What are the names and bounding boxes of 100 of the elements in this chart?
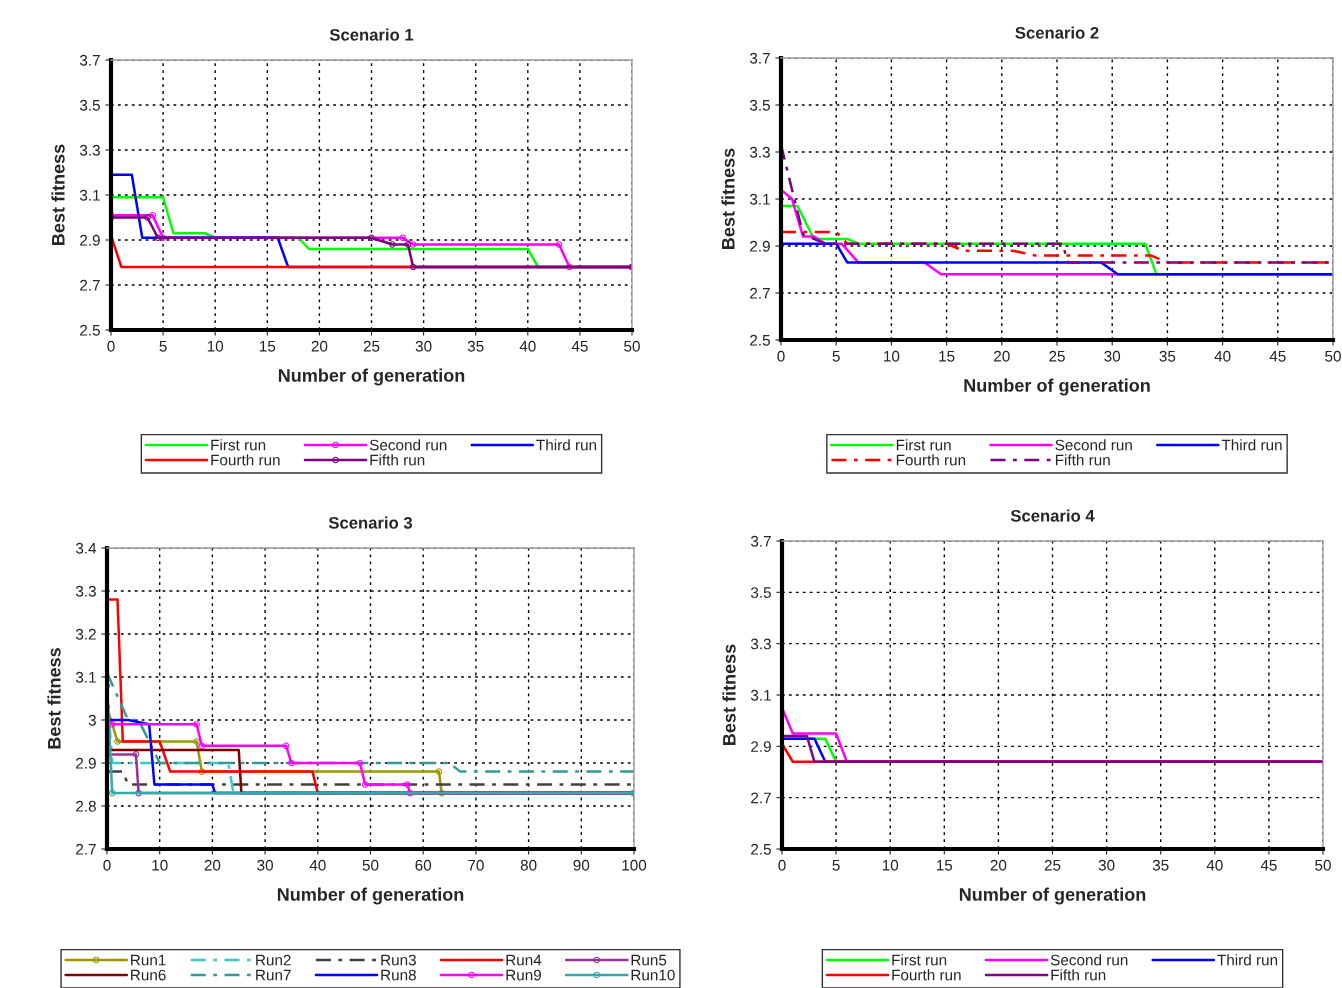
x-tick-label: 45 [1260,859,1277,871]
y-tick-label: 3.7 [750,535,771,547]
x-tick-label: 10 [207,340,224,352]
x-axis-title: Number of generation [959,887,1146,905]
x-tick-label: 15 [936,859,953,871]
y-tick-label: 2.7 [80,279,100,291]
y-tick-label: 2.7 [750,287,770,299]
x-tick-label: 10 [152,859,168,871]
x-tick-label: 60 [415,859,432,871]
x-tick-label: 20 [311,340,328,352]
y-axis-title: Best fitness [722,644,736,745]
y-tick-label: 2.9 [751,741,771,753]
y-tick-label: 2.9 [80,234,100,246]
y-axis-title: Best fitness [47,648,61,749]
x-tick-label: 5 [832,350,840,362]
y-tick-label: 3.1 [750,689,771,701]
x-tick-label: 50 [1325,350,1341,362]
x-tick-label: 15 [259,340,276,352]
x-tick-label: 50 [1315,859,1331,871]
legend-label: Third run [1217,954,1278,966]
y-tick-label: 3.3 [750,638,771,650]
x-tick-label: 20 [994,350,1010,362]
y-axis-title: Best fitness [51,144,65,245]
chart-title: Scenario 2 [1015,26,1099,39]
legend-label: Fourth run [892,969,961,981]
x-tick-label: 30 [257,859,273,871]
legend-label: Fifth run [370,454,425,466]
x-tick-label: 35 [1152,859,1169,871]
x-tick-label: 100 [622,859,647,871]
x-tick-label: 45 [1269,350,1286,362]
y-tick-label: 3.5 [79,99,100,111]
y-tick-label: 2.8 [76,800,96,812]
legend-label: First run [896,439,951,451]
legend-label: Fourth run [211,454,280,466]
legend-label: Run6 [131,969,166,981]
x-tick-label: 10 [884,350,900,362]
y-tick-label: 2.7 [751,792,771,804]
y-tick-label: 3.5 [749,99,770,111]
x-tick-label: 50 [362,859,379,871]
y-tick-label: 2.5 [80,324,100,336]
x-tick-label: 90 [573,859,590,871]
x-tick-label: 40 [309,859,326,871]
x-tick-label: 35 [467,340,484,352]
legend-label: Run5 [631,954,667,966]
x-tick-label: 35 [1159,350,1176,362]
chart-title: Scenario 4 [1010,509,1095,522]
legend-label: Fifth run [1055,454,1110,466]
x-tick-label: 30 [1104,350,1121,362]
x-axis-title: Number of generation [277,887,464,905]
x-tick-label: 40 [519,340,536,352]
legend-label: First run [892,954,947,966]
y-tick-label: 3.1 [79,189,100,201]
y-tick-label: 3.7 [749,52,770,64]
legend-label: Run4 [506,954,542,966]
legend-label: First run [211,439,266,451]
x-tick-label: 0 [777,350,785,362]
legend-label: Second run [1050,954,1128,966]
x-axis-title: Number of generation [964,378,1150,396]
x-tick-label: 5 [832,859,840,871]
y-tick-label: 3.4 [75,542,97,554]
y-tick-label: 3.1 [75,671,96,683]
legend-label: Run9 [506,969,542,981]
x-tick-label: 45 [571,340,588,352]
y-tick-label: 3.5 [750,587,771,599]
x-tick-label: 30 [415,340,432,352]
x-tick-label: 20 [990,859,1007,871]
y-tick-label: 3.1 [749,193,770,205]
x-tick-label: 10 [882,859,899,871]
x-axis-title: Number of generation [278,368,465,386]
chart-title: Scenario 1 [329,28,414,41]
x-tick-label: 70 [468,859,484,871]
x-tick-label: 5 [159,340,167,352]
legend-label: Fifth run [1051,969,1106,981]
y-tick-label: 3.3 [75,585,96,597]
y-tick-label: 3 [88,714,96,726]
legend-label: Run8 [381,969,416,981]
x-tick-label: 40 [1214,350,1231,362]
y-tick-label: 2.5 [750,334,770,346]
y-tick-label: 3.7 [79,54,100,66]
x-tick-label: 20 [204,859,221,871]
x-tick-label: 40 [1206,859,1223,871]
legend-label: Run3 [381,954,416,966]
x-tick-label: 15 [939,350,955,362]
legend-label: Second run [369,439,447,451]
x-tick-label: 0 [778,859,786,871]
y-tick-label: 2.7 [76,843,96,855]
x-tick-label: 25 [363,340,380,352]
y-tick-label: 3.3 [79,144,100,156]
y-tick-label: 2.5 [751,843,771,855]
legend-label: Run1 [131,954,166,966]
x-tick-label: 0 [103,859,111,871]
y-tick-label: 2.9 [750,240,770,252]
y-tick-label: 3.2 [75,628,96,640]
y-axis-title: Best fitness [721,148,735,249]
legend-label: Run10 [631,969,675,981]
legend-label: Fourth run [896,454,966,466]
legend-label: Third run [536,439,597,451]
chart-title: Scenario 3 [328,516,413,529]
x-tick-label: 50 [624,340,640,352]
x-tick-label: 80 [520,859,537,871]
